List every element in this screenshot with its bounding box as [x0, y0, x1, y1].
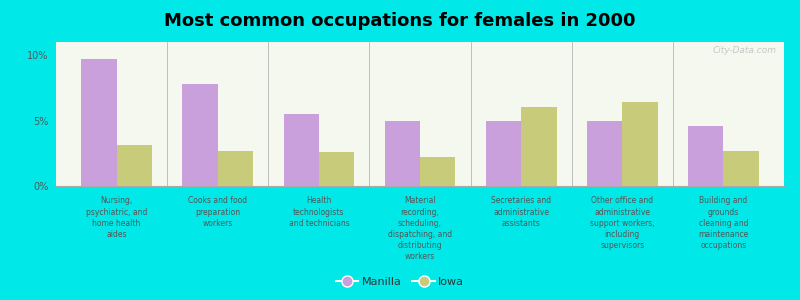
- Bar: [587, 121, 622, 186]
- Bar: [182, 84, 218, 186]
- Bar: [521, 107, 557, 186]
- Bar: [723, 151, 758, 186]
- Text: Most common occupations for females in 2000: Most common occupations for females in 2…: [164, 12, 636, 30]
- Legend: Manilla, Iowa: Manilla, Iowa: [331, 273, 469, 291]
- Bar: [117, 146, 152, 186]
- Bar: [283, 114, 319, 186]
- Bar: [385, 121, 420, 186]
- Bar: [486, 121, 521, 186]
- Bar: [688, 126, 723, 186]
- Bar: [82, 59, 117, 186]
- Text: City-Data.com: City-Data.com: [713, 46, 777, 55]
- Bar: [319, 152, 354, 186]
- Bar: [420, 157, 455, 186]
- Bar: [218, 151, 253, 186]
- Bar: [622, 102, 658, 186]
